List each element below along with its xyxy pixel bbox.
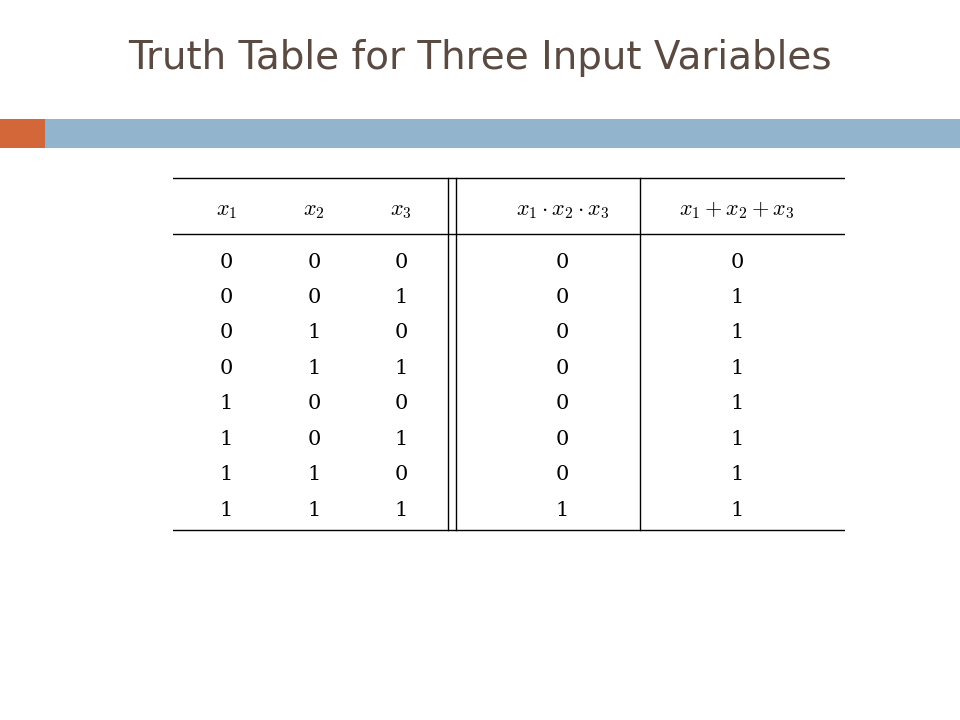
Text: $x_1 \cdot x_2 \cdot x_3$: $x_1 \cdot x_2 \cdot x_3$: [516, 199, 610, 221]
Text: 1: 1: [731, 465, 744, 484]
Text: 1: 1: [731, 395, 744, 413]
Text: 1: 1: [731, 288, 744, 307]
Text: 1: 1: [556, 500, 569, 520]
Text: $x_3$: $x_3$: [391, 199, 412, 221]
Text: 0: 0: [307, 253, 321, 271]
Text: 0: 0: [307, 395, 321, 413]
Text: 1: 1: [307, 323, 321, 343]
Text: 0: 0: [395, 253, 408, 271]
Text: 0: 0: [220, 323, 233, 343]
Text: 0: 0: [731, 253, 744, 271]
Text: 1: 1: [220, 430, 233, 449]
Text: 0: 0: [220, 359, 233, 378]
Text: 0: 0: [220, 288, 233, 307]
Text: 1: 1: [731, 323, 744, 343]
Text: 1: 1: [731, 430, 744, 449]
Text: 1: 1: [395, 288, 408, 307]
Text: 0: 0: [395, 465, 408, 484]
Text: 1: 1: [307, 465, 321, 484]
Text: 1: 1: [731, 359, 744, 378]
Text: $x_2$: $x_2$: [303, 199, 324, 221]
Text: 0: 0: [307, 430, 321, 449]
Text: 0: 0: [556, 288, 569, 307]
Text: 0: 0: [556, 323, 569, 343]
Text: 0: 0: [395, 395, 408, 413]
Text: 1: 1: [220, 395, 233, 413]
Text: 1: 1: [220, 500, 233, 520]
Text: 0: 0: [556, 253, 569, 271]
Text: $x_1 + x_2 + x_3$: $x_1 + x_2 + x_3$: [680, 199, 795, 221]
Text: 0: 0: [556, 465, 569, 484]
Text: 1: 1: [307, 359, 321, 378]
Text: 1: 1: [395, 500, 408, 520]
Text: 1: 1: [395, 430, 408, 449]
Text: 0: 0: [556, 430, 569, 449]
Text: 0: 0: [556, 359, 569, 378]
Text: Truth Table for Three Input Variables: Truth Table for Three Input Variables: [129, 39, 831, 76]
Text: 1: 1: [307, 500, 321, 520]
Text: 0: 0: [307, 288, 321, 307]
Text: 0: 0: [220, 253, 233, 271]
Text: 1: 1: [395, 359, 408, 378]
Text: 1: 1: [220, 465, 233, 484]
Text: $x_1$: $x_1$: [216, 199, 237, 221]
Text: 0: 0: [556, 395, 569, 413]
Text: 1: 1: [731, 500, 744, 520]
Text: 0: 0: [395, 323, 408, 343]
